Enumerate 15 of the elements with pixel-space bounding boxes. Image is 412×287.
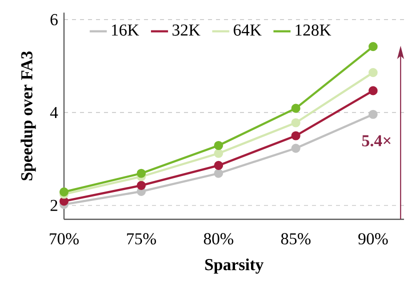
legend-label: 32K [172, 24, 200, 36]
x-tick-label: 85% [281, 233, 311, 244]
y-tick-label: 2 [50, 200, 58, 211]
x-tick-label: 70% [50, 233, 79, 244]
legend-label: 128K [296, 24, 332, 36]
y-tick-label: 4 [50, 107, 58, 118]
x-tick-label: 90% [358, 233, 388, 244]
annotation: 5.4× [362, 135, 391, 146]
y-tick-label: 6 [50, 14, 58, 26]
x-tick-label: 75% [127, 233, 156, 244]
x-tick-label: 80% [204, 233, 234, 244]
legend-label: 16K [112, 24, 140, 36]
y-axis-title: Speedup over FA3 [20, 51, 36, 180]
x-axis-title: Sparsity [205, 258, 264, 274]
legend-label: 64K [234, 24, 262, 36]
